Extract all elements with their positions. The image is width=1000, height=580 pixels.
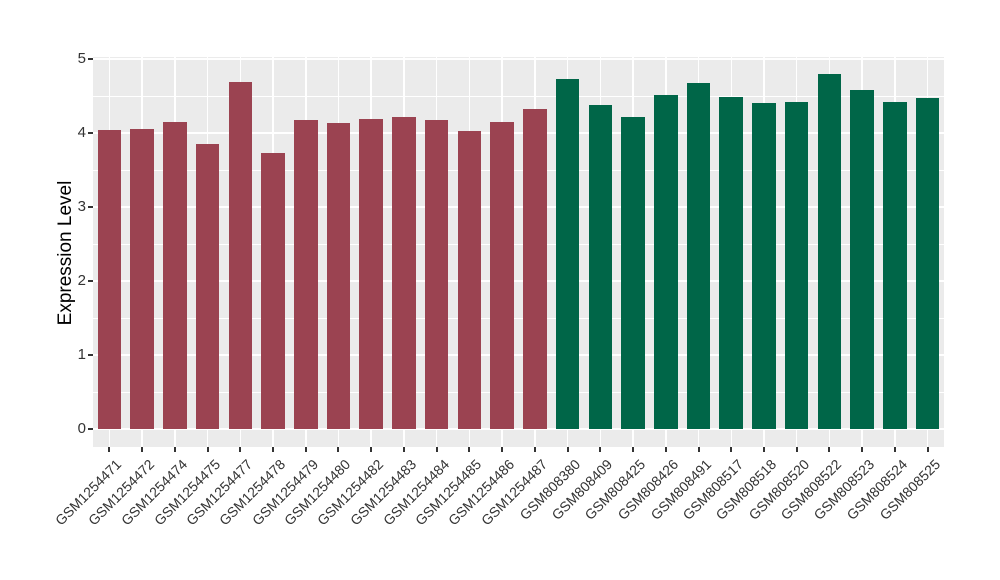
bar-GSM1254480: [326, 123, 351, 429]
y-tick-label: 1: [77, 346, 86, 363]
bar-GSM1254486: [490, 121, 514, 429]
bar-GSM1254474: [163, 121, 187, 429]
x-tick-mark: [664, 447, 667, 452]
gridline-major-horizontal: [93, 280, 944, 282]
x-tick-mark: [893, 447, 896, 452]
bar-GSM808409: [588, 104, 613, 429]
y-tick-mark: [88, 58, 93, 60]
y-tick-label: 5: [77, 50, 86, 67]
bar-GSM1254477: [228, 81, 253, 429]
gridline-minor-horizontal: [93, 392, 944, 393]
bar-GSM808517: [719, 96, 744, 429]
gridline-minor-horizontal: [93, 96, 944, 97]
bar-GSM1254483: [392, 116, 416, 429]
x-tick-mark: [501, 447, 504, 452]
x-tick-mark: [206, 447, 209, 452]
bar-GSM808380: [555, 78, 580, 429]
gridline-minor-horizontal: [93, 244, 944, 245]
x-tick-mark: [730, 447, 733, 452]
bar-GSM1254475: [195, 144, 220, 429]
bar-GSM808522: [817, 73, 842, 429]
bar-GSM808525: [915, 98, 940, 429]
x-tick-mark: [468, 447, 471, 452]
x-tick-mark: [861, 447, 864, 452]
gridline-major-horizontal: [93, 58, 944, 60]
gridline-minor-horizontal: [93, 170, 944, 171]
bar-GSM1254487: [523, 109, 547, 429]
x-tick-mark: [337, 447, 340, 452]
bar-GSM1254485: [457, 130, 482, 429]
x-tick-mark: [141, 447, 144, 452]
bar-GSM808491: [686, 82, 711, 429]
bar-GSM808520: [784, 101, 809, 429]
bar-GSM808426: [654, 94, 678, 429]
y-tick-label: 0: [77, 420, 86, 437]
bar-GSM1254478: [261, 152, 285, 429]
x-tick-mark: [632, 447, 635, 452]
bar-GSM1254471: [97, 130, 122, 429]
x-tick-mark: [435, 447, 438, 452]
y-tick-mark: [88, 280, 93, 282]
gridline-major-horizontal: [93, 428, 944, 430]
x-tick-mark: [304, 447, 307, 452]
chart-panel: [93, 57, 944, 447]
x-tick-mark: [272, 447, 275, 452]
x-tick-mark: [108, 447, 111, 452]
y-tick-label: 4: [77, 124, 86, 141]
bar-GSM1254482: [359, 118, 383, 429]
gridline-major-horizontal: [93, 132, 944, 134]
y-tick-mark: [88, 428, 93, 430]
bar-GSM1254484: [424, 120, 449, 429]
bar-GSM808524: [883, 101, 907, 429]
gridline-minor-horizontal: [93, 318, 944, 319]
x-tick-mark: [926, 447, 929, 452]
x-tick-mark: [533, 447, 536, 452]
gridline-major-horizontal: [93, 354, 944, 356]
y-tick-mark: [88, 354, 93, 356]
y-axis-title: Expression Level: [55, 180, 76, 326]
bar-GSM1254472: [130, 128, 154, 429]
y-tick-label: 3: [77, 198, 86, 215]
x-tick-mark: [173, 447, 176, 452]
x-tick-mark: [239, 447, 242, 452]
x-tick-mark: [795, 447, 798, 452]
bar-GSM1254479: [293, 120, 318, 429]
x-tick-mark: [566, 447, 569, 452]
x-tick-mark: [697, 447, 700, 452]
x-tick-mark: [370, 447, 373, 452]
y-tick-mark: [88, 206, 93, 208]
y-tick-mark: [88, 132, 93, 134]
x-tick-mark: [762, 447, 765, 452]
gridline-major-horizontal: [93, 206, 944, 208]
bar-GSM808523: [850, 90, 874, 429]
x-tick-mark: [599, 447, 602, 452]
bar-GSM808518: [752, 102, 776, 429]
x-tick-mark: [828, 447, 831, 452]
bar-GSM808425: [621, 116, 645, 429]
y-tick-label: 2: [77, 272, 86, 289]
x-tick-mark: [402, 447, 405, 452]
